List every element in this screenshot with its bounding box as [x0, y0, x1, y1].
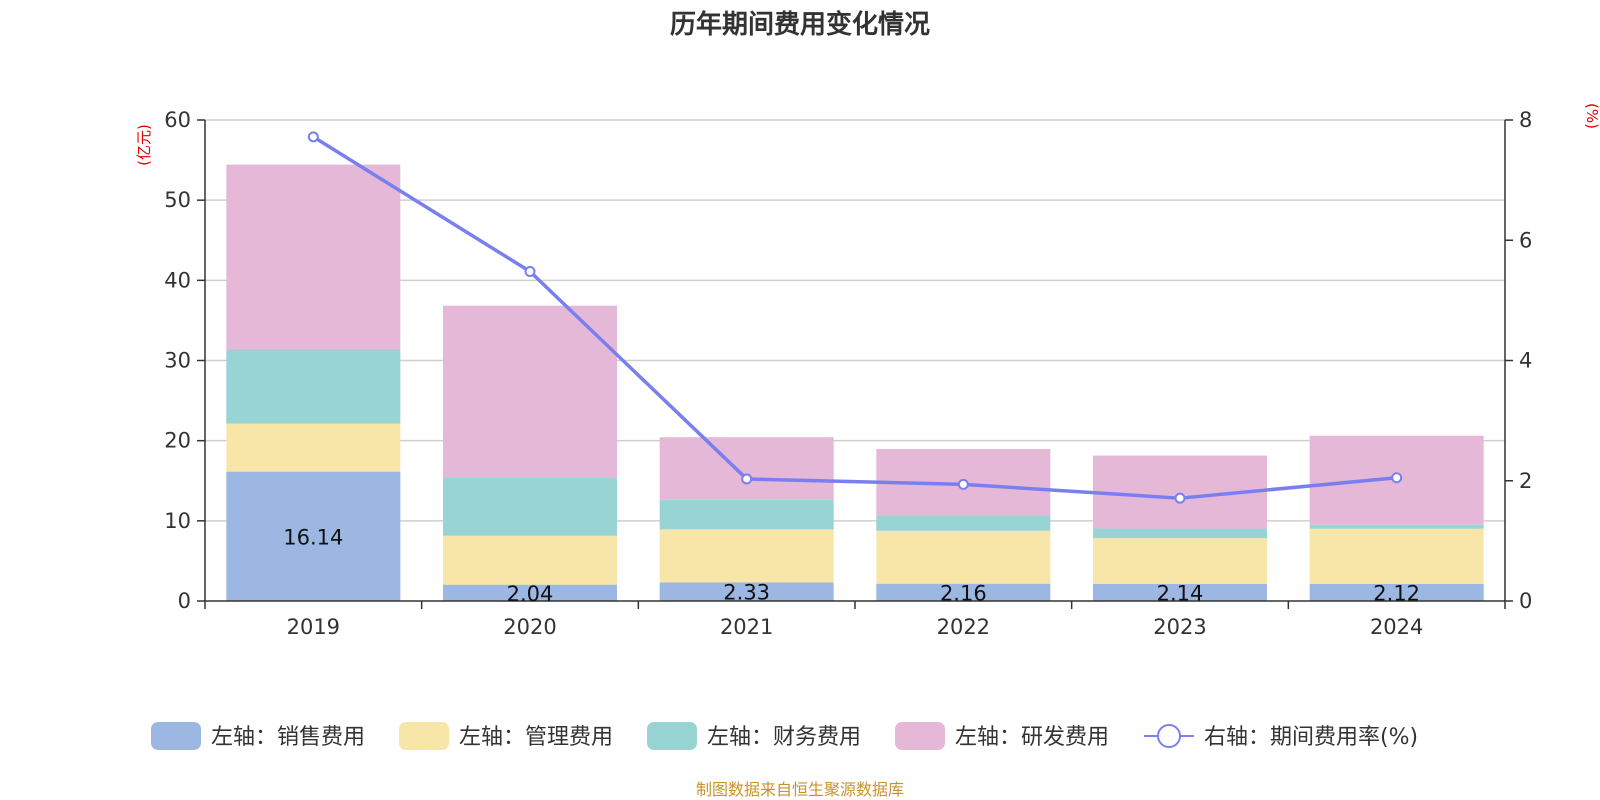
x-axis-ticks: 2019 2020 2021 2022 2023 2024 — [204, 601, 1506, 639]
bar-3-2024 — [1309, 524, 1484, 529]
bar-1-2023 — [1093, 583, 1267, 601]
legend-marker — [1157, 724, 1181, 748]
left-tick-label: 0 — [178, 589, 191, 613]
left-tick-label: 20 — [164, 429, 191, 453]
data-label: 2.04 — [507, 582, 554, 606]
legend-label: 左轴：管理费用 — [459, 725, 613, 750]
bar-3-2020 — [443, 478, 617, 536]
rate-point — [741, 473, 753, 485]
bar-2-2023 — [1093, 538, 1267, 584]
bar-1-2024 — [1309, 584, 1484, 601]
legend-swatch — [647, 722, 697, 750]
x-tick-label: 2024 — [1370, 615, 1423, 639]
x-tick-label: 2023 — [1153, 615, 1206, 639]
bar-3-2022 — [876, 515, 1051, 531]
data-label: 16.14 — [283, 525, 343, 549]
right-tick-label: 0 — [1519, 589, 1532, 613]
left-axis-ticks: 0 10 20 30 40 50 60 — [164, 108, 205, 613]
right-axis-ticks: 0 2 4 6 8 — [1505, 108, 1532, 613]
legend: 左轴：销售费用 左轴：管理费用 左轴：财务费用 左轴：研发费用 右轴：期间费用率(%) — [151, 722, 1418, 750]
bar-2-2020 — [443, 535, 617, 585]
bar-2-2024 — [1309, 528, 1484, 585]
legend-label: 左轴：研发费用 — [955, 725, 1109, 750]
rate-line — [307, 131, 1403, 504]
bar-4-2021 — [659, 437, 834, 500]
legend-swatch — [399, 722, 449, 750]
left-tick-label: 60 — [164, 108, 191, 132]
bar-3-2021 — [659, 499, 834, 530]
data-label: 2.33 — [723, 581, 770, 605]
right-tick-label: 6 — [1519, 228, 1532, 252]
bar-3-2019 — [226, 348, 401, 424]
data-label: 2.14 — [1157, 581, 1204, 605]
bars — [226, 164, 1484, 601]
rate-point — [1174, 492, 1186, 504]
legend-label: 左轴：销售费用 — [211, 725, 365, 750]
right-tick-label: 2 — [1519, 469, 1532, 493]
bar-1-2019 — [226, 471, 401, 601]
data-labels: 16.14 2.04 2.33 2.16 2.14 2.12 — [283, 525, 1420, 606]
x-tick-label: 2019 — [287, 615, 340, 639]
rate-line-path — [312, 135, 1397, 500]
bar-1-2022 — [876, 583, 1051, 601]
legend-swatch — [895, 722, 945, 750]
left-tick-label: 10 — [164, 509, 191, 533]
bar-2-2019 — [226, 423, 401, 472]
legend-swatch — [151, 722, 201, 750]
rate-point — [524, 266, 536, 278]
data-label: 2.16 — [940, 581, 987, 605]
left-tick-label: 40 — [164, 268, 191, 292]
bar-2-2021 — [659, 529, 834, 583]
gridlines — [205, 119, 1505, 522]
rate-point — [957, 478, 969, 490]
right-tick-label: 4 — [1519, 349, 1532, 373]
bar-2-2022 — [876, 530, 1051, 584]
rate-point — [1391, 472, 1403, 484]
footer-source: 制图数据来自恒生聚源数据库 — [696, 780, 904, 799]
x-tick-label: 2022 — [937, 615, 990, 639]
data-label: 2.12 — [1373, 582, 1420, 606]
bar-1-2020 — [443, 584, 617, 601]
right-tick-label: 8 — [1519, 108, 1532, 132]
left-tick-label: 50 — [164, 188, 191, 212]
bar-3-2023 — [1093, 528, 1267, 539]
x-tick-label: 2020 — [503, 615, 556, 639]
x-tick-label: 2021 — [720, 615, 773, 639]
left-axis-unit: (亿元) — [135, 124, 153, 166]
bar-4-2019 — [226, 164, 401, 349]
legend-label: 右轴：期间费用率(%) — [1204, 725, 1418, 750]
rate-point — [307, 131, 319, 143]
bar-4-2020 — [443, 305, 617, 479]
left-tick-label: 30 — [164, 349, 191, 373]
chart-title: 历年期间费用变化情况 — [670, 9, 930, 40]
legend-label: 左轴：财务费用 — [707, 725, 861, 750]
right-axis-unit: (%) — [1583, 103, 1600, 129]
bar-1-2021 — [659, 582, 834, 601]
